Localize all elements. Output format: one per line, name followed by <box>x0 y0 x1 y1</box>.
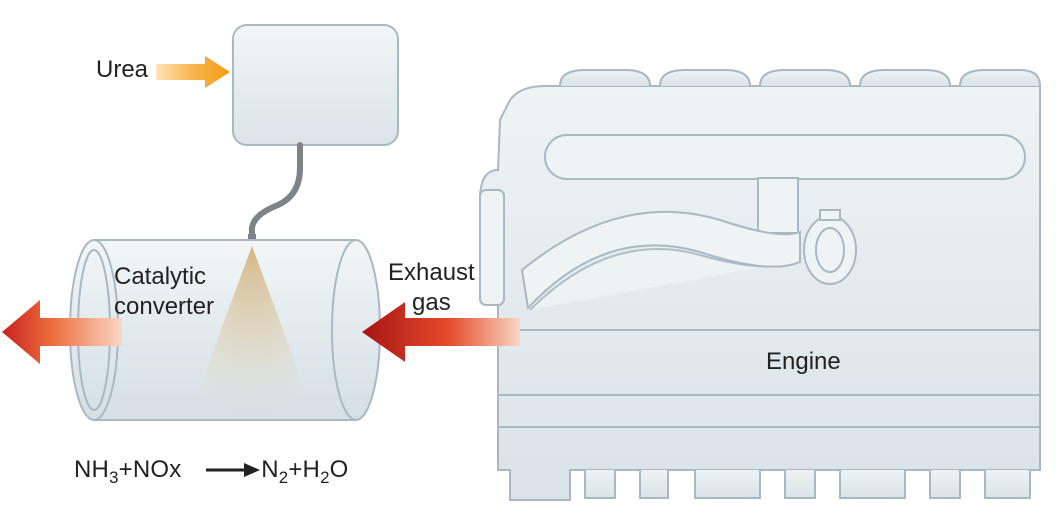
engine-label: Engine <box>766 348 841 376</box>
urea-label: Urea <box>96 56 148 84</box>
urea-arrow-icon <box>156 56 230 88</box>
engine <box>480 70 1040 500</box>
exhaust-gas-label: Exhaust gas <box>388 258 475 318</box>
reaction-equation: NH3+NOx N2+H2O <box>74 456 348 488</box>
catalytic-converter-label: Catalytic converter <box>114 262 214 322</box>
urea-tank <box>233 25 398 145</box>
urea-pipe <box>252 145 300 240</box>
